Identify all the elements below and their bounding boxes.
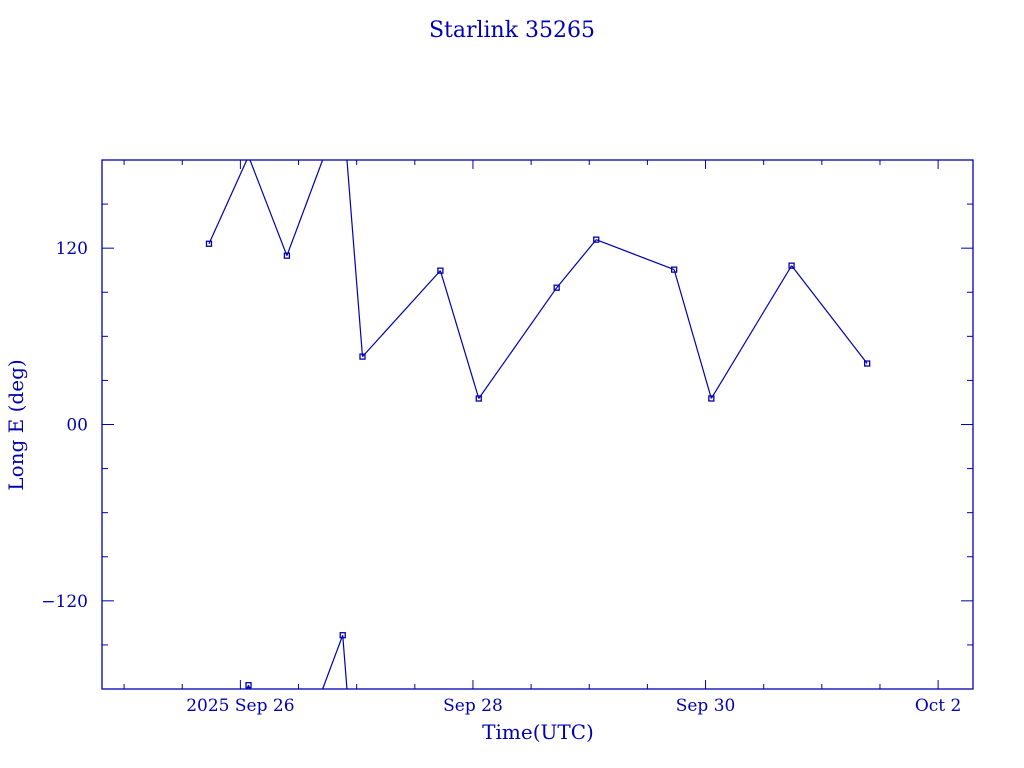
x-tick-label: Sep 28 [443, 696, 503, 716]
data-point [205, 240, 213, 247]
series-line-segment [346, 159, 364, 357]
data-point [283, 252, 291, 259]
data-point [670, 266, 678, 273]
data-point [708, 395, 715, 402]
series-line-segment [342, 635, 348, 690]
data-point [339, 632, 346, 639]
series-line-segment [791, 265, 868, 364]
series-line-segment [208, 159, 248, 245]
data-point [475, 395, 482, 402]
x-axis-label: Time(UTC) [482, 720, 594, 744]
series-line-segment [249, 159, 288, 256]
series-line-segment [710, 265, 793, 399]
y-tick-label: 00 [66, 416, 88, 436]
data-point [553, 284, 560, 291]
y-tick-label: −120 [41, 592, 88, 612]
y-axis-label: Long E (deg) [4, 359, 28, 490]
x-tick-label: 2025 Sep 26 [186, 696, 294, 716]
axes: 2025 Sep 26 Sep 28 Sep 30 Oct 2 120 00 −120 [41, 160, 973, 716]
data-point [593, 236, 600, 243]
data-point [359, 353, 366, 360]
x-tick-label: Sep 30 [676, 696, 736, 716]
data-point [788, 262, 795, 269]
series-line-segment [596, 239, 675, 271]
series-markers [205, 236, 871, 689]
series-line-segment [478, 287, 558, 399]
series-line-segment [439, 270, 480, 399]
x-tick-label: Oct 2 [915, 696, 962, 716]
series-line-segment [673, 269, 712, 399]
y-tick-label: 120 [56, 239, 88, 259]
series-line-segment [362, 270, 441, 358]
data-point [864, 360, 871, 367]
plot-frame [101, 159, 974, 690]
chart-title: Starlink 35265 [429, 18, 595, 43]
series-line-segment [322, 635, 344, 690]
data-point [245, 682, 252, 689]
series-line-segment [286, 159, 324, 256]
data-point [437, 267, 444, 274]
series-line-segment [556, 239, 597, 289]
series-lines [208, 159, 868, 690]
